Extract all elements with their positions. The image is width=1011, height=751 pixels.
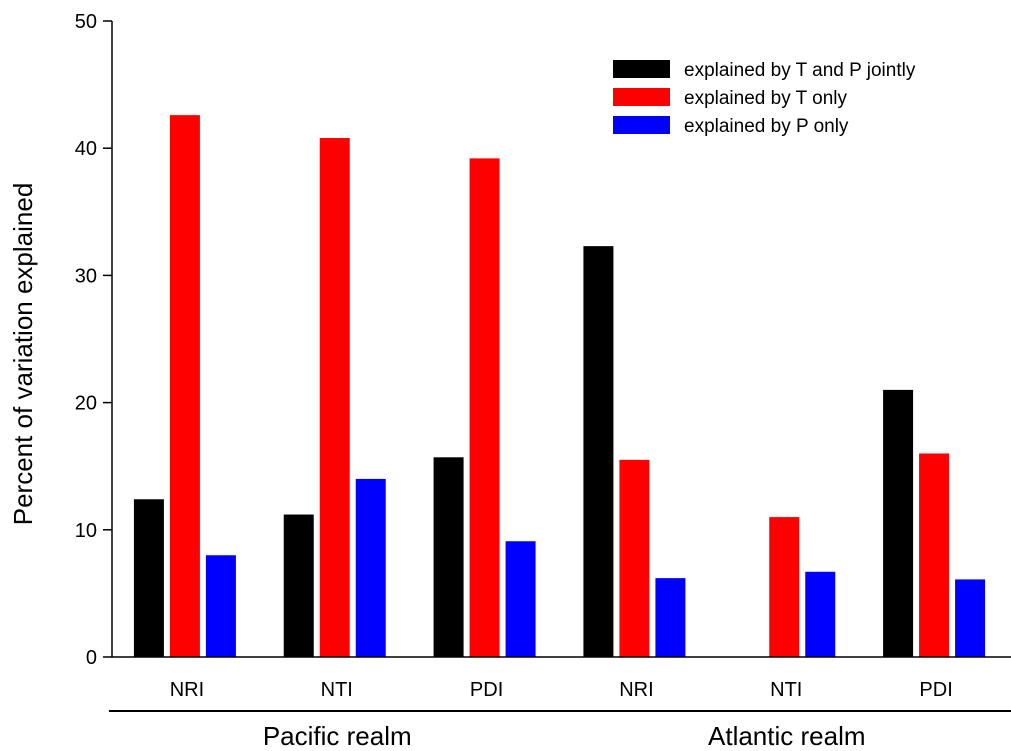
legend-swatch bbox=[613, 116, 670, 134]
bar-p-only bbox=[206, 555, 236, 657]
legend-label: explained by T and P jointly bbox=[684, 60, 916, 81]
x-category-labels: NRI NTI PDI NRI NTI PDI bbox=[170, 679, 953, 701]
bar-t-only bbox=[170, 115, 200, 657]
group-labels: Pacific realm Atlantic realm bbox=[109, 711, 1011, 751]
bar-joint bbox=[284, 515, 314, 657]
bar-t-only bbox=[470, 158, 500, 657]
legend-swatch bbox=[613, 88, 670, 106]
bar-p-only bbox=[805, 572, 835, 657]
y-axis-title: Percent of variation explained bbox=[8, 183, 38, 526]
x-category-label: NTI bbox=[321, 679, 353, 701]
bar-joint bbox=[134, 499, 164, 657]
x-category-label: NRI bbox=[170, 679, 204, 701]
bar-t-only bbox=[619, 460, 649, 657]
group-label: Atlantic realm bbox=[708, 721, 866, 751]
legend-label: explained by T only bbox=[684, 88, 848, 109]
bar-t-only bbox=[320, 138, 350, 657]
bar-p-only bbox=[655, 578, 685, 657]
legend-label: explained by P only bbox=[684, 116, 849, 137]
bar-p-only bbox=[356, 479, 386, 657]
legend-swatch bbox=[613, 60, 670, 78]
bar-t-only bbox=[769, 517, 799, 657]
y-tick-label: 40 bbox=[75, 138, 97, 160]
legend: explained by T and P jointly explained by… bbox=[613, 60, 916, 137]
y-ticks: 0 10 20 30 40 50 bbox=[75, 11, 112, 669]
bar-joint bbox=[883, 390, 913, 657]
bar-p-only bbox=[506, 541, 536, 657]
bars-layer bbox=[134, 115, 985, 657]
group-label: Pacific realm bbox=[263, 721, 412, 751]
y-tick-label: 20 bbox=[75, 393, 97, 415]
y-tick-label: 30 bbox=[75, 265, 97, 287]
x-category-label: NRI bbox=[619, 679, 653, 701]
y-tick-label: 0 bbox=[86, 647, 97, 669]
x-category-label: NTI bbox=[770, 679, 802, 701]
x-category-label: PDI bbox=[919, 679, 952, 701]
bar-p-only bbox=[955, 579, 985, 657]
y-tick-label: 50 bbox=[75, 11, 97, 33]
bar-joint bbox=[583, 246, 613, 657]
bar-t-only bbox=[919, 453, 949, 657]
x-category-label: PDI bbox=[470, 679, 503, 701]
axes-layer bbox=[112, 21, 1011, 657]
bar-joint bbox=[434, 457, 464, 657]
y-tick-label: 10 bbox=[75, 520, 97, 542]
